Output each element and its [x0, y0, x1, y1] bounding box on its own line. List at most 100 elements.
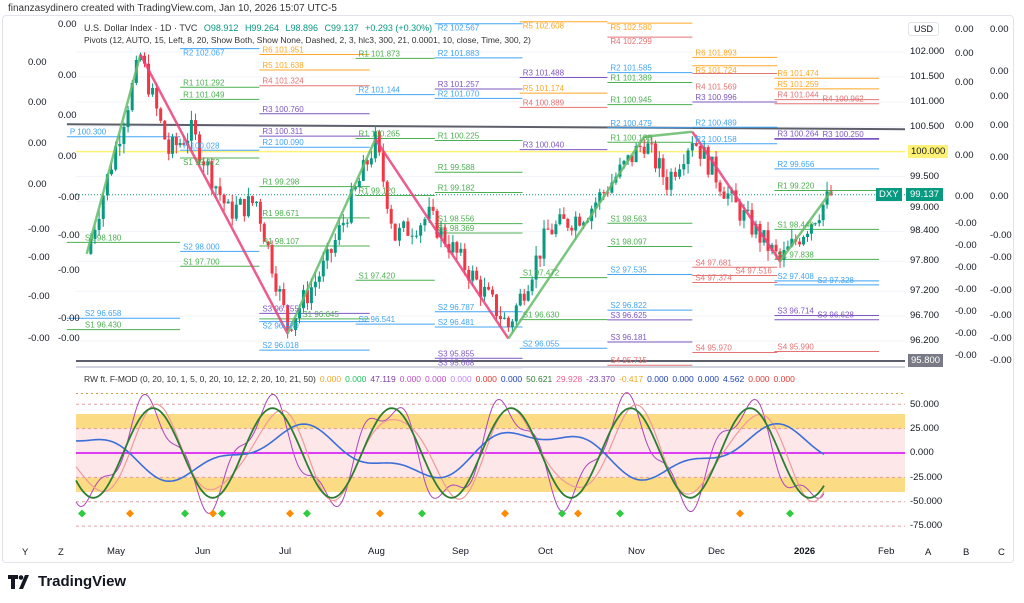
candle-body [105, 174, 109, 196]
candle-body [698, 145, 702, 159]
candle-body [706, 146, 710, 175]
oscillator-tick: 25.000 [910, 423, 940, 434]
candle-body [242, 198, 246, 217]
time-tick: Sep [452, 546, 469, 557]
candle-body [226, 201, 230, 204]
close-value: C99.137 [324, 23, 359, 33]
oscillator-value: 0.000 [647, 374, 669, 384]
candle-body [518, 293, 522, 306]
candle-body [126, 110, 130, 128]
candle-body [542, 228, 546, 259]
candle-body [431, 206, 435, 211]
pivot-label: R2 101.070 [438, 89, 480, 98]
candle-body [274, 273, 278, 292]
candle-body [317, 276, 321, 282]
extra-scale-value: -0.00 [990, 230, 1012, 241]
symbol-legend[interactable]: U.S. Dollar Index · 1D · TVC O98.912 H99… [84, 23, 432, 33]
pivot-label: S3 96.755 [262, 304, 299, 313]
extra-scale-value: -0.00 [28, 333, 50, 344]
pivots-legend[interactable]: Pivots (12, AUTO, 15, Left, 8, 20, Show … [84, 35, 531, 45]
zigzag-up-line [286, 138, 377, 335]
oscillator-legend[interactable]: RW ft. F-MOD (0, 20, 10, 1, 5, 0, 20, 10… [84, 374, 795, 384]
pivot-label: R1 99.220 [777, 182, 814, 191]
candle-body [238, 198, 242, 205]
pivot-label: S2 96.481 [438, 318, 475, 327]
chart-credit: finanzasydinero created with TradingView… [8, 3, 337, 14]
price-tick: 102.000 [910, 46, 945, 57]
pivot-label: R4 101.044 [777, 91, 819, 100]
currency-button[interactable]: USD [908, 22, 940, 36]
extra-scale-value: 0.00 [955, 191, 974, 202]
zigzag-down-line [374, 138, 510, 340]
time-tick: Jul [279, 546, 292, 557]
extra-scale-value: -0.00 [58, 230, 80, 241]
pivot-label: S3 96.181 [610, 333, 647, 342]
pivot-label: R3 100.760 [262, 105, 304, 114]
extra-scale-value: 0.00 [990, 191, 1009, 202]
pivot-label: R1 101.292 [183, 78, 225, 87]
tradingview-logo: TradingView [8, 573, 126, 590]
pivot-label: S1 97.420 [359, 271, 396, 280]
candle-body [305, 290, 309, 304]
candle-body [325, 249, 329, 261]
candle-body [97, 218, 101, 230]
candle-body [821, 204, 825, 221]
zigzag-down-line [139, 53, 289, 335]
buy-signal-marker [181, 509, 189, 518]
extra-scale-value: 0.00 [990, 120, 1009, 131]
time-tick: May [107, 546, 125, 557]
pivot-label: S2 97.535 [610, 266, 647, 275]
pivot-label: P 100.300 [70, 128, 107, 137]
pivot-label: S4 97.681 [695, 258, 732, 267]
sell-signal-marker [209, 509, 217, 518]
candle-body [809, 224, 813, 234]
candle-body [423, 219, 427, 226]
candle-body [222, 194, 226, 204]
candle-body [155, 87, 159, 109]
candle-body [598, 192, 602, 203]
pivot-label: S1 97.838 [777, 250, 814, 259]
candle-body [171, 137, 175, 154]
pivot-label: S4 95.715 [610, 356, 647, 365]
pivot-label: R2 101.883 [438, 49, 480, 58]
pivot-label: R5 101.259 [777, 80, 819, 89]
candle-body [714, 156, 718, 183]
extra-scale-value: -0.00 [955, 240, 977, 251]
price-tick: 96.200 [910, 335, 940, 347]
oscillator-value: 50.621 [526, 374, 553, 384]
pivot-label: R5 101.174 [523, 84, 565, 93]
candle-body [337, 225, 341, 241]
pivot-label: R4 101.569 [695, 82, 737, 91]
candle-body [435, 210, 439, 238]
extra-scale-value: -0.00 [28, 252, 50, 263]
candle-body [210, 161, 214, 189]
pivot-label: R1 100.188 [610, 133, 652, 142]
pivot-label: R1 100.265 [359, 129, 401, 138]
symbol-title: U.S. Dollar Index · 1D · TVC [84, 23, 198, 33]
pivot-label: R4 102.299 [610, 37, 652, 46]
buy-signal-marker [558, 509, 566, 518]
candle-body [550, 229, 554, 235]
candle-body [255, 201, 258, 204]
candle-body [234, 204, 238, 219]
candle-body [574, 216, 578, 231]
candle-body [506, 317, 510, 328]
extra-scale-value: -0.00 [990, 333, 1012, 344]
price-tick: 97.800 [910, 255, 940, 267]
pivot-label: P 100.028 [183, 141, 220, 150]
buy-signal-marker [616, 509, 624, 518]
candle-body [514, 305, 518, 322]
oscillator-main-line [75, 407, 825, 499]
pivot-label: R2 100.090 [262, 138, 304, 147]
extra-scale-value: -0.00 [955, 218, 977, 229]
price-tick: 100.500 [910, 120, 945, 132]
pivot-label: R3 101.488 [523, 69, 565, 78]
extra-scale-value: 0.00 [990, 66, 1009, 77]
sell-signal-marker [501, 509, 509, 518]
price-tick: 96.700 [910, 310, 940, 322]
candle-body [646, 143, 650, 154]
candle-body [686, 150, 690, 165]
open-value: O98.912 [203, 23, 239, 33]
candle-body [817, 220, 821, 224]
